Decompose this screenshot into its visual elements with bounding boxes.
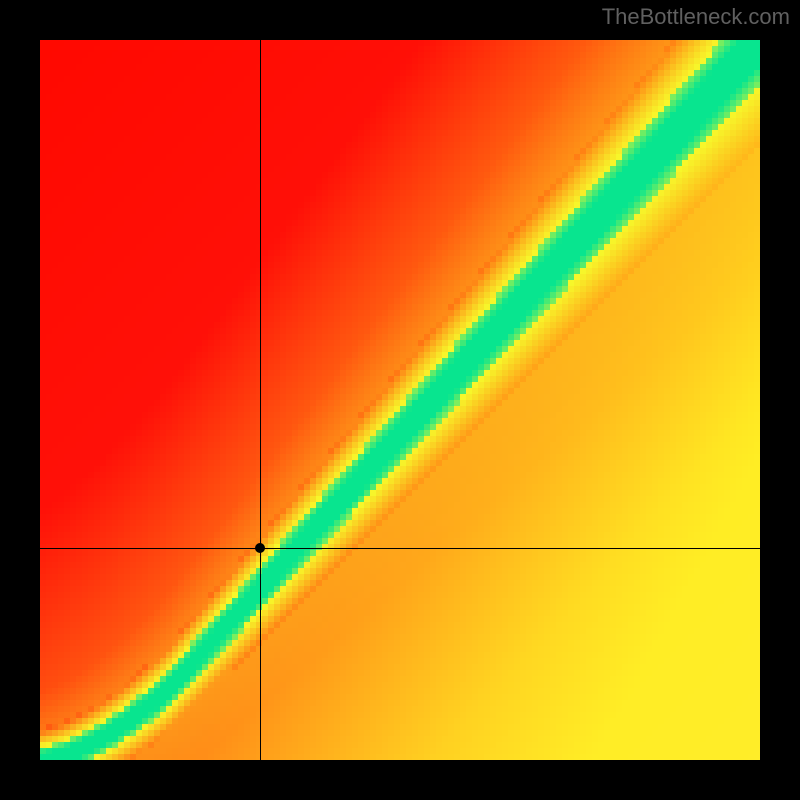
heatmap-plot xyxy=(40,40,760,760)
chart-container: TheBottleneck.com xyxy=(0,0,800,800)
heatmap-canvas xyxy=(40,40,760,760)
attribution-label: TheBottleneck.com xyxy=(602,4,790,30)
